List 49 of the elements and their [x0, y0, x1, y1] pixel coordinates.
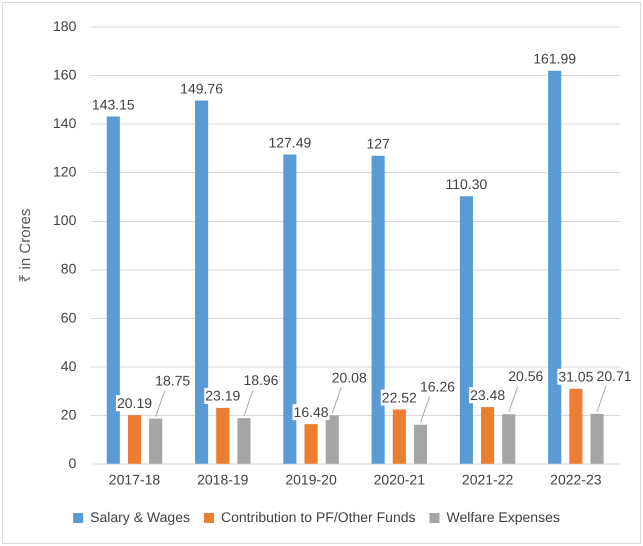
data-label: 20.71	[596, 368, 632, 384]
y-tick-label: 160	[53, 66, 77, 82]
y-tick-label: 20	[60, 406, 77, 422]
x-tick-label: 2017-18	[108, 471, 160, 488]
y-tick-label: 120	[53, 164, 77, 180]
data-label: 127.49	[268, 134, 312, 150]
data-label: 110.30	[446, 176, 488, 192]
x-tick-label: 2019-20	[285, 471, 337, 488]
bar	[237, 418, 251, 464]
y-tick-label: 140	[53, 115, 77, 132]
data-label: 20.56	[508, 368, 544, 384]
bar	[216, 408, 230, 464]
bar	[590, 414, 604, 464]
x-tick-label: 2021-22	[462, 471, 514, 488]
data-label: 161.99	[533, 50, 576, 67]
data-label: 22.52	[382, 389, 418, 406]
bar	[149, 418, 162, 464]
data-label: 18.96	[243, 372, 279, 388]
data-label: 20.19	[116, 395, 152, 412]
y-tick-label: 0	[68, 455, 77, 472]
x-tick-label: 2020-21	[374, 471, 426, 488]
data-label: 23.19	[205, 388, 240, 404]
bar	[392, 410, 406, 464]
y-tick-label: 100	[53, 212, 77, 228]
y-tick-label: 80	[60, 260, 77, 277]
y-tick-label: 60	[60, 309, 77, 326]
data-label: 16.48	[294, 404, 329, 420]
legend-label: Contribution to PF/Other Funds	[220, 508, 416, 525]
bar	[502, 414, 516, 464]
data-label: 149.76	[180, 80, 224, 96]
x-tick-label: 2018-19	[197, 471, 249, 488]
data-label: 127	[366, 136, 390, 152]
legend-label: Welfare Expenses	[446, 508, 560, 525]
bar	[569, 388, 582, 464]
data-label: 18.75	[155, 372, 190, 389]
data-label: 20.08	[332, 369, 367, 386]
legend-label: Salary & Wages	[90, 508, 190, 525]
x-tick-label: 2022-23	[550, 471, 602, 488]
bar	[481, 407, 494, 464]
y-tick-label: 180	[53, 18, 77, 34]
data-label: 23.48	[470, 387, 506, 404]
data-label: 31.05	[558, 368, 594, 385]
y-axis-title: ₹ in Crores	[17, 208, 34, 283]
data-label: 16.26	[420, 378, 456, 395]
bar	[283, 154, 296, 464]
data-label: 143.15	[92, 96, 135, 112]
y-tick-label: 40	[60, 358, 77, 374]
bar	[304, 424, 318, 464]
bar	[128, 415, 142, 464]
